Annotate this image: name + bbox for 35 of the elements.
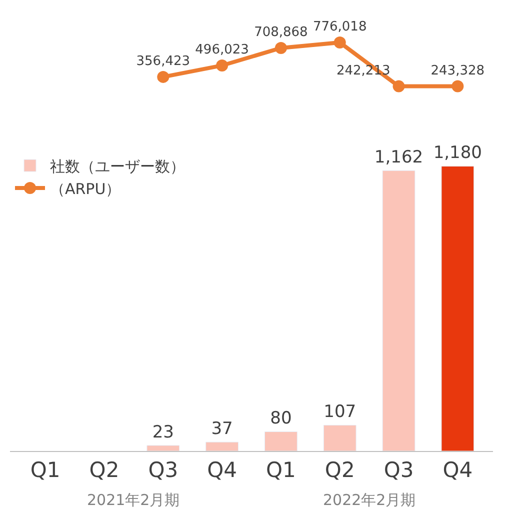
text: 2022年2月期 — [323, 491, 416, 509]
bar — [323, 424, 356, 451]
legend-label: 社数（ユーザー数） — [50, 157, 185, 176]
x-tick-label: Q4 — [207, 458, 237, 482]
point — [157, 70, 170, 83]
bar — [382, 170, 416, 451]
data-label: 1,162 — [374, 148, 424, 168]
bar — [206, 442, 238, 451]
point — [216, 59, 228, 72]
data-label: 243,328 — [430, 63, 485, 78]
x-tick-label: Q3 — [148, 458, 178, 482]
text: 2021年2月期 — [87, 491, 180, 509]
data-label: 107 — [324, 402, 356, 422]
data-label: 1,180 — [433, 143, 482, 164]
data-label: 37 — [211, 419, 233, 440]
x-tick-label: Q2 — [324, 458, 355, 482]
data-label: 776,018 — [312, 20, 367, 35]
x-tick-label: Q3 — [384, 458, 414, 482]
x-tick-label: Q1 — [266, 458, 296, 482]
point — [334, 36, 346, 48]
x-tick-label: Q2 — [89, 458, 120, 482]
legend-label: （ARPU） — [50, 180, 121, 198]
point — [392, 80, 405, 92]
bar — [441, 166, 474, 451]
data-label: 708,868 — [254, 25, 308, 40]
data-label: 23 — [152, 422, 174, 442]
x-tick-label: Q1 — [30, 458, 60, 482]
point — [274, 42, 287, 54]
x-tick-label: Q4 — [442, 458, 473, 482]
bar — [264, 431, 298, 451]
point — [452, 80, 464, 92]
data-label: 356,423 — [136, 54, 190, 70]
data-label: 496,023 — [195, 42, 249, 58]
data-label: 80 — [270, 408, 292, 429]
bar — [146, 445, 180, 451]
